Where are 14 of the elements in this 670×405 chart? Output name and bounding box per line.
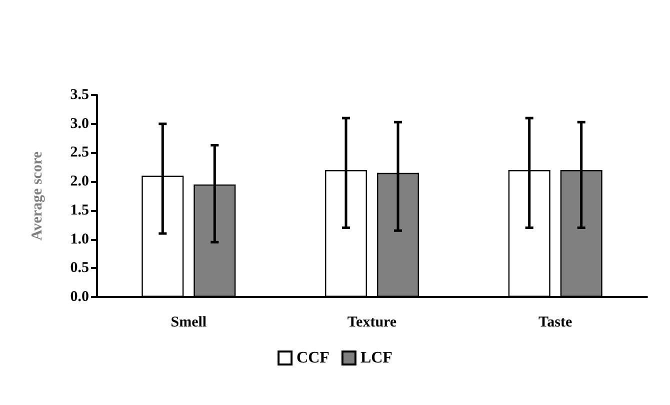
y-axis-title: Average score <box>30 151 46 240</box>
y-tick-label: 1.0 <box>70 231 89 248</box>
y-tick-label: 1.5 <box>70 202 89 218</box>
y-tick-label: 3.0 <box>70 116 89 132</box>
y-tick-label: 0.5 <box>70 260 89 276</box>
y-tick-label: 2.5 <box>70 144 89 161</box>
legend-label: CCF <box>296 350 330 366</box>
x-tick-label: Texture <box>347 314 397 330</box>
legend-label: LCF <box>360 350 393 366</box>
y-tick-label: 0.0 <box>70 289 89 305</box>
x-tick-label: Smell <box>170 314 207 330</box>
x-tick-label: Taste <box>538 314 572 330</box>
y-tick-label: 3.5 <box>70 87 89 103</box>
y-tick-label: 2.0 <box>70 174 89 190</box>
